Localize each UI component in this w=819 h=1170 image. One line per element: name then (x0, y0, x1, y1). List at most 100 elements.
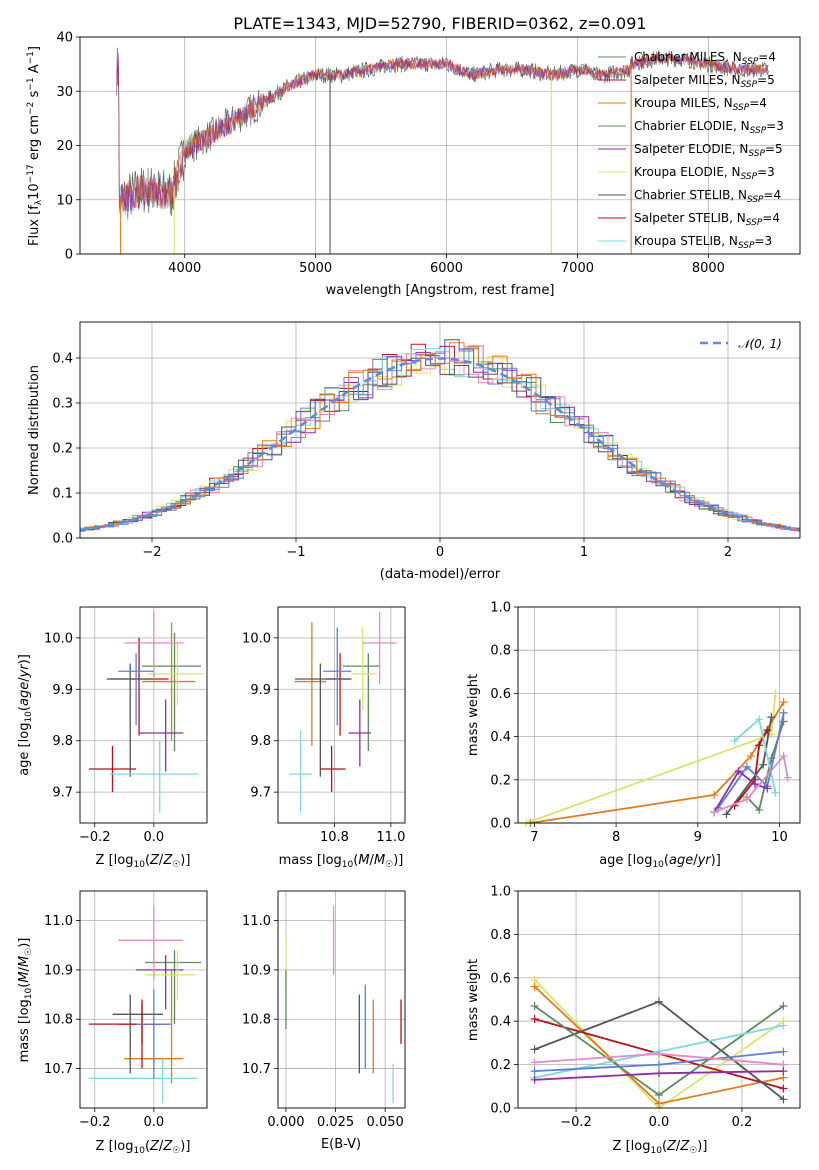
legend-label: Kroupa STELIB, NSSP=3 (634, 234, 772, 251)
age-mass-ytick-label: 9.9 (250, 683, 271, 698)
legend-label: Salpeter ELODIE, NSSP=5 (634, 142, 783, 159)
mw-z-xtick-label: 0.0 (649, 1115, 670, 1130)
mw-age-marker (771, 689, 780, 698)
spectrum-title: PLATE=1343, MJD=52790, FIBERID=0362, z=0… (233, 14, 646, 33)
gaussian-legend-label: 𝒩(0, 1) (738, 337, 782, 351)
mw-age-ytick-label: 0.4 (490, 730, 511, 745)
mw-age-series-line (713, 769, 768, 813)
mw-age-marker (722, 810, 731, 819)
mw-age-xlabel: age [log10(age/yr)] (599, 853, 721, 870)
mw-age-ytick-label: 0.8 (490, 644, 511, 659)
mw-age-ytick-label: 0.2 (490, 773, 511, 788)
massweight-vs-age-panel: mass weight age [log10(age/yr)] 7 8 9 10 0.0… (466, 601, 801, 870)
mw-age-marker (759, 760, 768, 769)
age-mass-ytick-label: 9.7 (250, 786, 271, 801)
mw-age-marker (710, 808, 719, 817)
mw-age-xtick-label: 8 (612, 830, 620, 845)
mass-vs-metallicity-panel: mass [log10(M/M☉)] Z [log10(Z/Z☉)] −0.2 0… (17, 890, 208, 1156)
mw-z-marker (779, 1047, 788, 1056)
mw-age-marker (755, 715, 764, 724)
spectrum-axes-frame (79, 36, 801, 255)
mass-z-ytick-label: 11.0 (44, 914, 73, 929)
mw-z-marker (530, 1075, 539, 1084)
mw-age-marker (779, 698, 788, 707)
mw-z-marker (655, 1060, 663, 1069)
mw-z-marker (530, 1045, 539, 1054)
age-z-xtick-label: −0.2 (79, 830, 111, 845)
mass-z-xlabel: Z [log10(Z/Z☉)] (96, 1139, 191, 1156)
age-z-xtick-label: 0.0 (143, 830, 164, 845)
mass-ebv-ytick-label: 10.9 (242, 963, 271, 978)
legend-label: Chabrier MILES, NSSP=4 (634, 50, 776, 67)
mw-z-ytick-label: 0.4 (490, 1015, 511, 1030)
spectrum-xtick-label: 7000 (561, 261, 594, 276)
spectrum-xtick-label: 6000 (430, 261, 463, 276)
mw-z-marker (530, 1015, 539, 1024)
mw-z-marker (655, 1049, 663, 1058)
mw-z-ytick-label: 1.0 (490, 885, 511, 900)
legend-label: Kroupa MILES, NSSP=4 (634, 96, 767, 113)
histogram-ytick-label: 0.0 (52, 532, 73, 547)
legend-label: Chabrier STELIB, NSSP=4 (634, 188, 781, 205)
mw-age-ylabel: mass weight (466, 674, 481, 756)
age-vs-metallicity-panel: age [log10(age/yr)] Z [log10(Z/Z☉)] −0.2… (17, 606, 208, 870)
mw-age-xtick-label: 9 (694, 830, 702, 845)
mass-ebv-xlabel: E(B-V) (321, 1137, 361, 1152)
mw-z-marker (779, 1021, 788, 1030)
mw-z-marker (655, 1090, 663, 1099)
mass-z-ytick-label: 10.7 (44, 1062, 73, 1077)
mw-age-marker (746, 752, 755, 761)
age-mass-xlabel: mass [log10(M/M☉)] (279, 853, 404, 870)
age-z-ylabel: age [log10(age/yr)] (17, 654, 34, 776)
mw-age-marker (730, 736, 739, 745)
spectrum-ytick-label: 0 (65, 248, 73, 263)
mass-z-ytick-label: 10.9 (44, 963, 73, 978)
age-z-ytick-label: 9.7 (52, 786, 73, 801)
spectrum-xtick-label: 5000 (299, 261, 332, 276)
age-z-axes-frame (79, 606, 208, 824)
mw-age-marker (779, 752, 788, 761)
mw-age-ytick-label: 0.0 (490, 817, 511, 832)
histogram-xtick-label: −1 (286, 545, 305, 560)
histogram-ytick-label: 0.4 (52, 352, 73, 367)
mw-z-xlabel: Z [log10(Z/Z☉)] (613, 1139, 708, 1156)
age-mass-axes-frame (277, 606, 406, 824)
mw-age-marker (755, 806, 764, 815)
legend-label: Salpeter MILES, NSSP=5 (634, 73, 775, 90)
residual-histogram-panel: (data-model)/error Normed distribution −… (27, 321, 801, 582)
mw-age-marker (783, 773, 792, 782)
mw-z-marker (530, 1067, 539, 1076)
histogram-xtick-label: 1 (580, 545, 588, 560)
mass-ebv-axes-frame (277, 890, 406, 1109)
histogram-ytick-label: 0.2 (52, 442, 73, 457)
spectrum-ytick-label: 30 (56, 85, 73, 100)
mw-age-series-line (713, 753, 789, 814)
age-mass-xtick-label: 11.0 (376, 830, 405, 845)
mw-z-ytick-label: 0.6 (490, 971, 511, 986)
legend-label: Chabrier ELODIE, NSSP=3 (634, 119, 784, 136)
age-mass-ytick-label: 9.8 (250, 734, 271, 749)
age-z-xlabel: Z [log10(Z/Z☉)] (96, 853, 191, 870)
mw-age-ytick-label: 1.0 (490, 601, 511, 616)
age-z-ytick-label: 9.9 (52, 683, 73, 698)
mw-z-marker (779, 1084, 788, 1093)
spectrum-xtick-label: 8000 (692, 261, 725, 276)
age-z-ytick-label: 10.0 (44, 631, 73, 646)
mass-ebv-xtick-label: 0.050 (367, 1115, 404, 1130)
mass-ebv-xtick-label: 0.000 (267, 1115, 304, 1130)
mw-age-marker (771, 788, 780, 797)
mw-age-marker (763, 784, 772, 793)
mw-z-marker (779, 1095, 788, 1104)
age-mass-ytick-label: 10.0 (242, 631, 271, 646)
mw-z-marker (530, 1058, 539, 1067)
massweight-vs-metallicity-panel: mass weight Z [log10(Z/Z☉)] −0.2 0.0 0.2 0.… (466, 885, 801, 1156)
histogram-xtick-label: 2 (724, 545, 732, 560)
histogram-xtick-label: −2 (142, 545, 161, 560)
mass-z-xtick-label: −0.2 (79, 1115, 111, 1130)
spectrum-xtick-label: 4000 (168, 261, 201, 276)
histogram-step (80, 342, 800, 532)
mw-z-ytick-label: 0.0 (490, 1102, 511, 1117)
spectrum-series-line (116, 47, 769, 220)
mw-age-marker (734, 767, 743, 776)
